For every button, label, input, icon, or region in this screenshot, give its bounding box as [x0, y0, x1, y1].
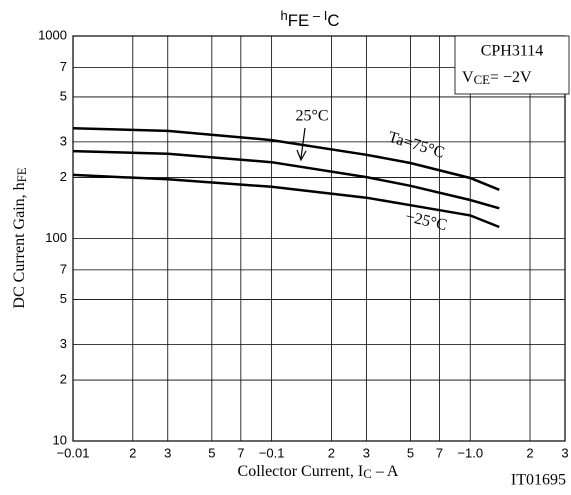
x-label: Collector Current, IC – A [238, 463, 399, 482]
x-tick-label: 2 [328, 445, 335, 460]
y-tick-label: 100 [45, 230, 67, 245]
device-name: CPH3114 [481, 43, 544, 60]
x-tick-label: −0.01 [57, 445, 90, 460]
series-label: Ta=75°C [386, 129, 446, 162]
text-part: – I [309, 8, 327, 23]
x-tick-label: 7 [237, 445, 244, 460]
x-tick-label: 5 [208, 445, 215, 460]
text-part: FE [288, 11, 309, 30]
series-label: 25°C [295, 108, 328, 125]
x-tick-label: −0.1 [259, 445, 285, 460]
text-part: – A [372, 463, 399, 480]
y-label: DC Current Gain, hFE [11, 167, 30, 308]
x-tick-label: 5 [407, 445, 414, 460]
condition-box [454, 35, 570, 95]
x-tick-label: 3 [164, 445, 171, 460]
text-part: C [327, 11, 339, 30]
y-tick-label: 3 [60, 133, 67, 148]
x-tick-label: 7 [436, 445, 443, 460]
text-part: FE [15, 167, 29, 182]
y-tick-label: 5 [60, 291, 67, 306]
figure-id: IT01695 [511, 472, 566, 489]
text-part: Collector Current, I [238, 463, 364, 480]
x-tick-label: 2 [526, 445, 533, 460]
y-tick-label: 2 [60, 169, 67, 184]
y-tick-label: 5 [60, 88, 67, 103]
y-tick-label: 3 [60, 336, 67, 351]
y-tick-label: 7 [60, 59, 67, 74]
text-part: CE [474, 73, 491, 87]
y-tick-label: 1000 [38, 27, 67, 42]
y-tick-label: 2 [60, 371, 67, 386]
condition: VCE= −2V [462, 69, 532, 88]
text-part: DC Current Gain, h [11, 182, 28, 308]
series-line [72, 173, 500, 229]
text-part: = −2V [490, 69, 532, 86]
x-tick-label: 3 [363, 445, 370, 460]
series-line [72, 149, 500, 210]
y-tick-label: 7 [60, 261, 67, 276]
text-part: C [363, 467, 372, 481]
y-tick-label: 10 [53, 432, 67, 447]
x-tick-label: 2 [129, 445, 136, 460]
arrow [300, 127, 306, 159]
x-tick-label: 3 [561, 445, 568, 460]
text-part: h [281, 8, 288, 23]
plot-frame [72, 35, 566, 442]
x-tick-label: −1.0 [457, 445, 483, 460]
arrow-head [296, 149, 307, 162]
series-line [72, 127, 500, 191]
text-part: V [462, 69, 474, 86]
title: hFE – IC [281, 8, 340, 29]
